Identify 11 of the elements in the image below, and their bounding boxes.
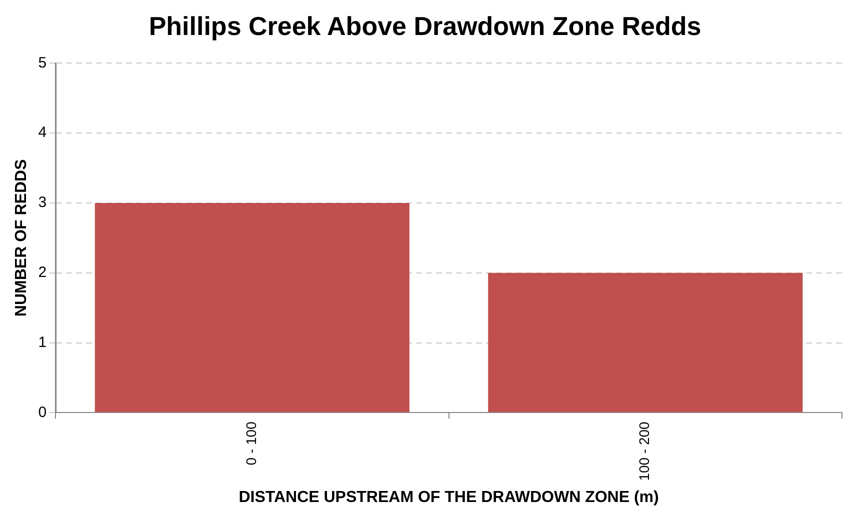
y-tick-label: 2	[38, 264, 47, 282]
x-tick-label: 100 - 200	[636, 421, 652, 481]
y-tick-label: 5	[38, 54, 47, 72]
x-tick-label: 0 - 100	[243, 421, 260, 466]
x-axis-title: DISTANCE UPSTREAM OF THE DRAWDOWN ZONE (m)	[238, 488, 659, 506]
y-axis-title: NUMBER OF REDDS	[13, 158, 30, 317]
y-tick-label: 4	[38, 124, 47, 142]
chart-title: Phillips Creek Above Drawdown Zone Redds	[148, 10, 702, 41]
y-tick-label: 1	[38, 334, 47, 351]
y-tick-label: 0	[38, 404, 47, 421]
y-tick-label: 3	[38, 194, 47, 212]
